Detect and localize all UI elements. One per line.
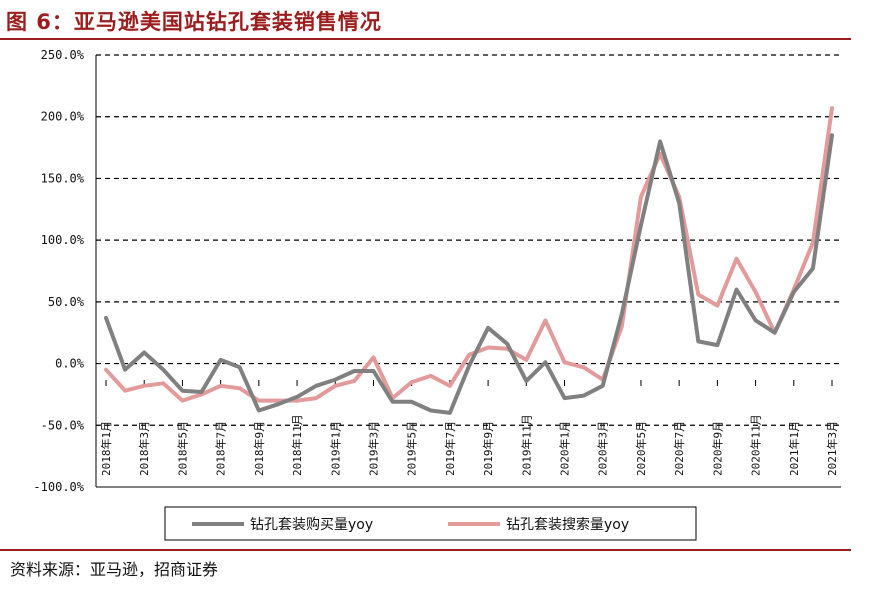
y-tick-label: 150.0%	[41, 171, 85, 185]
x-tick-labels: 2018年1月 2018年3月 2018年5月 2018年7月 2018年9月 2018年…	[99, 380, 839, 476]
series-line-search	[104, 106, 834, 403]
series-lines	[104, 106, 834, 415]
x-tick-label: 2019年11月	[519, 414, 533, 476]
x-tick-label: 2019年3月	[366, 421, 380, 476]
y-tick-label: -100.0%	[33, 480, 84, 494]
x-tick-label: 2021年1月	[787, 421, 801, 476]
y-tick-label: -50.0%	[41, 418, 85, 432]
legend: 钻孔套装购买量yoy 钻孔套装搜索量yoy	[164, 506, 697, 541]
y-tick-labels: -100.0% -50.0% 0.0% 50.0% 100.0% 150.0% 200.0%…	[33, 48, 84, 494]
source-note: 资料来源：亚马逊，招商证券	[10, 560, 219, 579]
title-rule	[0, 38, 851, 40]
x-tick-label: 2020年3月	[596, 421, 610, 476]
x-tick-label: 2018年5月	[175, 421, 189, 476]
x-tick-label: 2021年3月	[825, 421, 839, 476]
x-tick-label: 2019年7月	[443, 421, 457, 476]
series-line-purchase	[104, 133, 834, 415]
y-tick-label: 0.0%	[55, 357, 85, 371]
legend-box	[164, 506, 697, 541]
x-tick-label: 2020年5月	[634, 421, 648, 476]
legend-label-purchase: 钻孔套装购买量yoy	[250, 517, 373, 533]
x-tick-label: 2019年1月	[328, 421, 342, 476]
source-rule	[0, 549, 851, 551]
legend-label-search: 钻孔套装搜索量yoy	[506, 516, 629, 533]
x-tick-label: 2019年9月	[481, 421, 495, 476]
y-tick-label: 50.0%	[48, 295, 85, 309]
figure-title: 图 6：亚马逊美国站钻孔套装销售情况	[6, 10, 382, 34]
y-tick-label: 100.0%	[41, 233, 85, 247]
x-tick-label: 2018年7月	[214, 421, 228, 476]
x-tick-label: 2020年11月	[749, 414, 763, 476]
x-tick-label: 2020年1月	[558, 421, 572, 476]
x-tick-label: 2020年9月	[710, 421, 724, 476]
axes	[95, 55, 841, 488]
x-tick-label: 2018年11月	[290, 414, 304, 476]
x-tick-label: 2020年7月	[672, 421, 686, 476]
x-tick-label: 2019年5月	[405, 421, 419, 476]
x-tick-label: 2018年3月	[137, 421, 151, 476]
x-tick-label: 2018年1月	[99, 421, 113, 476]
y-tick-label: 250.0%	[41, 48, 85, 62]
y-tick-label: 200.0%	[41, 110, 85, 124]
x-tick-label: 2018年9月	[252, 421, 266, 476]
